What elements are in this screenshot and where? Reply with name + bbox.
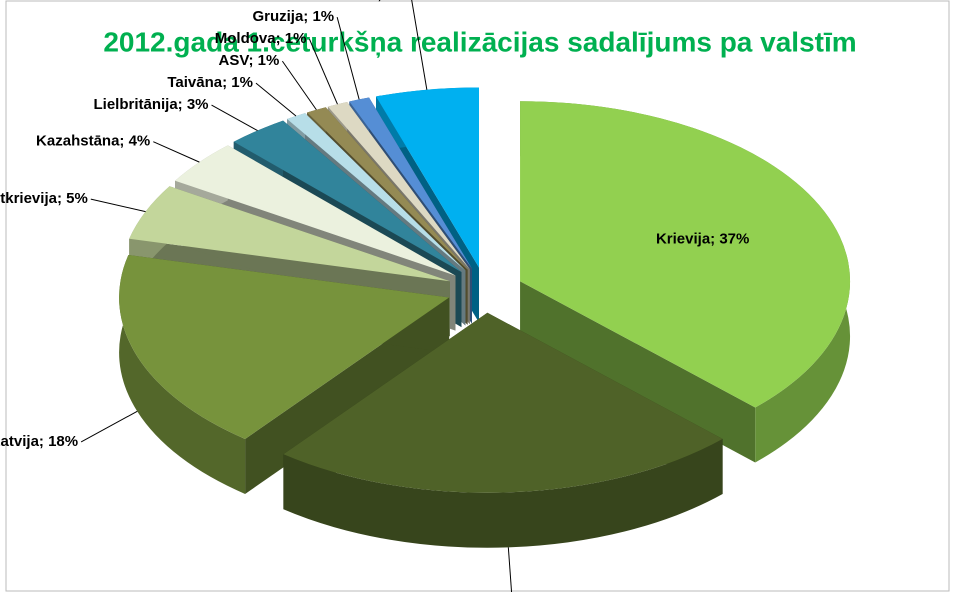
data-label: Gruzija; 1% — [252, 8, 334, 25]
slice-side — [245, 297, 450, 494]
slice-top — [376, 87, 479, 268]
slice-top — [307, 107, 468, 270]
data-label: Taivāna; 1% — [167, 74, 253, 91]
chart-title: 2012.gada 1.ceturkšņa realizācijas sadal… — [103, 26, 856, 57]
leader-line — [308, 38, 338, 105]
slice-top — [283, 312, 723, 493]
slice-top — [119, 255, 450, 439]
data-label: Lielbritānija; 3% — [93, 96, 208, 113]
slice-top — [129, 186, 450, 282]
slice-wall — [283, 439, 723, 548]
slice-wall — [119, 255, 246, 494]
slice-top — [520, 101, 851, 408]
leader-line — [80, 410, 138, 443]
leader-line — [281, 60, 317, 111]
data-label: Kazahstāna; 4% — [36, 133, 150, 150]
slice-top — [287, 113, 466, 271]
leader-line — [90, 198, 146, 213]
data-label: Krievija; 37% — [656, 230, 749, 247]
leader-line — [507, 547, 513, 592]
slice — [283, 312, 723, 548]
slice — [520, 101, 851, 463]
slice-top — [175, 145, 456, 276]
data-label: Ukraina; 23% — [515, 591, 609, 592]
leader-line — [153, 141, 200, 163]
leader-line — [336, 16, 360, 100]
slice — [119, 255, 450, 494]
data-label: Baltkrievija; 5% — [0, 190, 88, 207]
slice-top — [233, 120, 462, 273]
leader-line — [255, 82, 297, 117]
leader-line — [411, 0, 428, 90]
leader-line — [211, 104, 258, 132]
data-label: ASV; 1% — [219, 52, 280, 69]
data-label: Citas; 5% — [340, 0, 408, 3]
slice-side — [520, 281, 756, 463]
data-label: Latvija; 18% — [0, 433, 78, 450]
data-label: Moldova; 1% — [215, 30, 307, 47]
slice-top — [349, 97, 473, 269]
slice-top — [327, 102, 470, 270]
